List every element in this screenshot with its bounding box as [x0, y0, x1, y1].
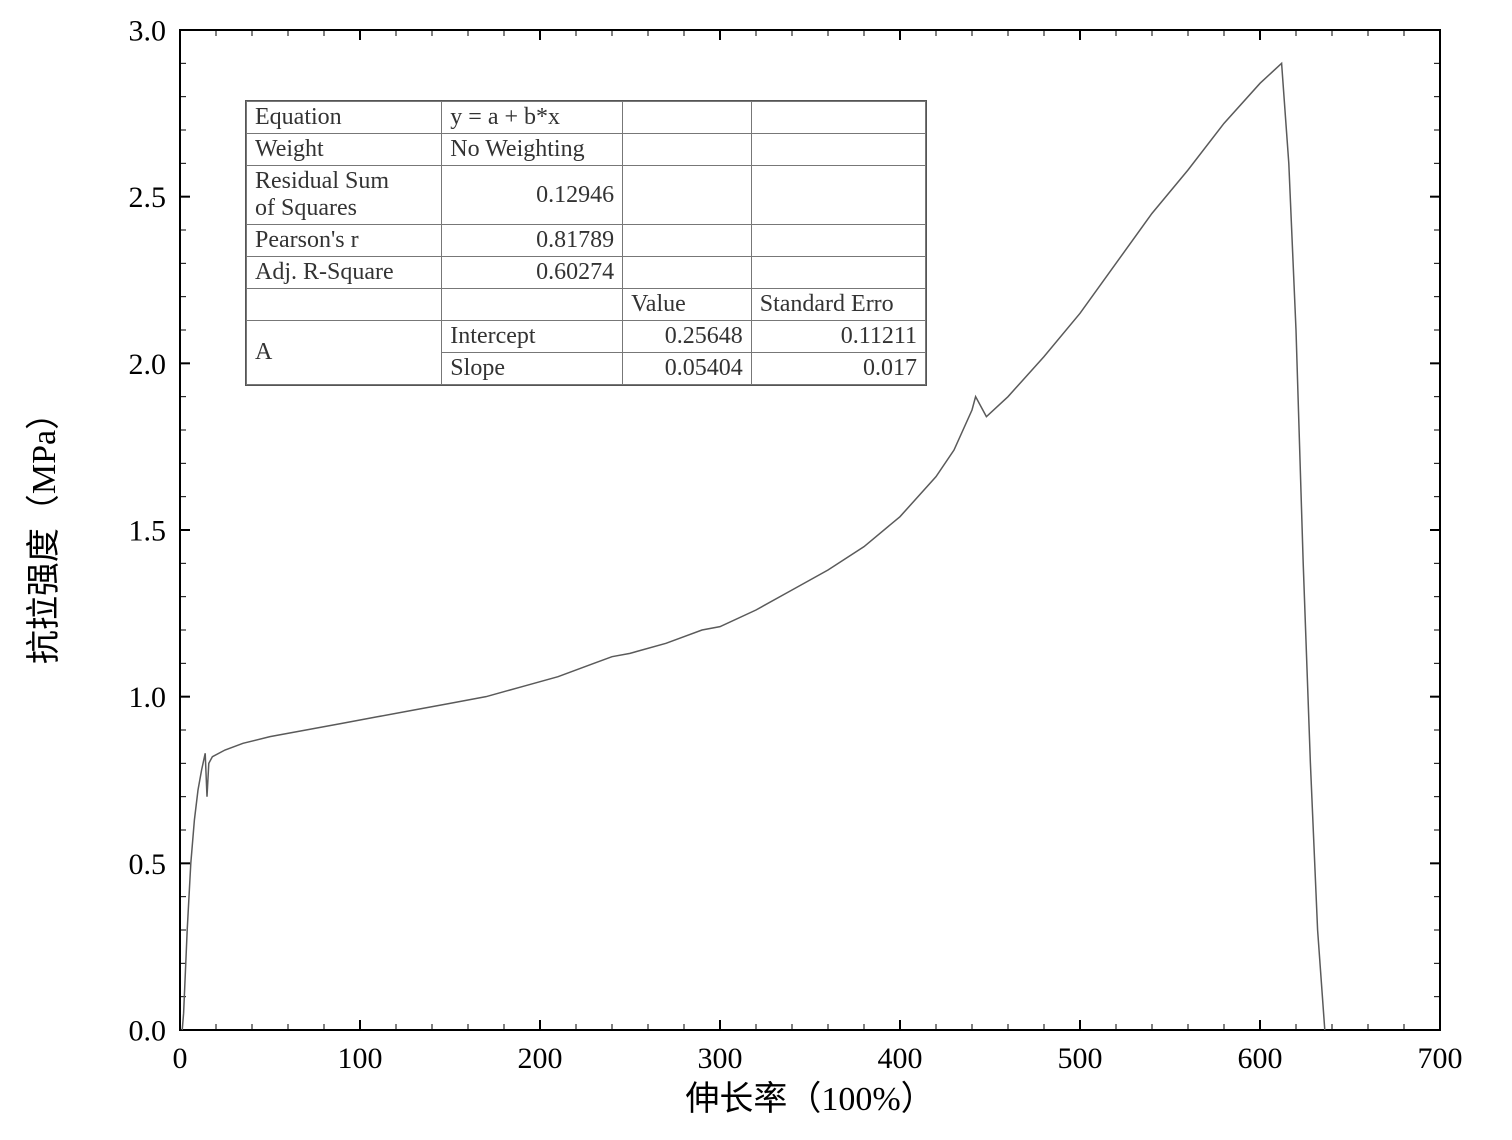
stats-cell: Value [623, 289, 752, 321]
stats-cell [623, 257, 752, 289]
x-tick-label: 500 [1058, 1042, 1103, 1075]
stats-cell: A [247, 321, 442, 385]
stats-cell: y = a + b*x [442, 102, 623, 134]
stats-cell [623, 225, 752, 257]
y-tick-label: 2.5 [129, 181, 167, 214]
stats-cell: 0.60274 [442, 257, 623, 289]
stats-cell: 0.11211 [751, 321, 925, 353]
chart-container: 0 100 200 300 400 500 600 700 0.0 0.5 1.0 1.5 2.0 2.5… [0, 0, 1512, 1140]
x-tick-label: 300 [698, 1042, 743, 1075]
stats-cell: 0.05404 [623, 353, 752, 385]
stats-cell: Equation [247, 102, 442, 134]
stats-cell: Weight [247, 134, 442, 166]
y-tick-label: 2.0 [129, 348, 167, 381]
stats-cell: Pearson's r [247, 225, 442, 257]
stats-cell: 0.017 [751, 353, 925, 385]
stats-cell: No Weighting [442, 134, 623, 166]
stats-cell: Residual Sumof Squares [247, 166, 442, 225]
stats-cell [623, 166, 752, 225]
y-tick-label: 1.0 [129, 681, 167, 714]
x-tick-label: 700 [1418, 1042, 1463, 1075]
stats-cell [751, 257, 925, 289]
stats-cell: 0.12946 [442, 166, 623, 225]
stats-cell: Adj. R-Square [247, 257, 442, 289]
stats-cell: 0.25648 [623, 321, 752, 353]
x-tick-label: 400 [878, 1042, 923, 1075]
stats-cell [623, 134, 752, 166]
x-tick-label: 0 [173, 1042, 188, 1075]
y-tick-label: 3.0 [129, 15, 167, 48]
stats-cell [751, 102, 925, 134]
stats-cell [442, 289, 623, 321]
stats-cell: Slope [442, 353, 623, 385]
fit-statistics-table: Equationy = a + b*xWeightNo WeightingRes… [245, 100, 927, 386]
stats-cell [751, 225, 925, 257]
stats-cell [247, 289, 442, 321]
x-tick-label: 100 [338, 1042, 383, 1075]
stats-cell [751, 134, 925, 166]
stats-cell: Standard Erro [751, 289, 925, 321]
y-axis-label: 抗拉强度（MPa） [25, 396, 63, 664]
stats-cell: 0.81789 [442, 225, 623, 257]
y-tick-label: 1.5 [129, 515, 167, 548]
x-tick-label: 200 [518, 1042, 563, 1075]
y-tick-label: 0.5 [129, 848, 167, 881]
stats-cell [623, 102, 752, 134]
stats-cell: Intercept [442, 321, 623, 353]
x-tick-label: 600 [1238, 1042, 1283, 1075]
y-tick-label: 0.0 [129, 1015, 167, 1048]
stats-cell [751, 166, 925, 225]
x-axis-label: 伸长率（100%） [685, 1080, 934, 1118]
